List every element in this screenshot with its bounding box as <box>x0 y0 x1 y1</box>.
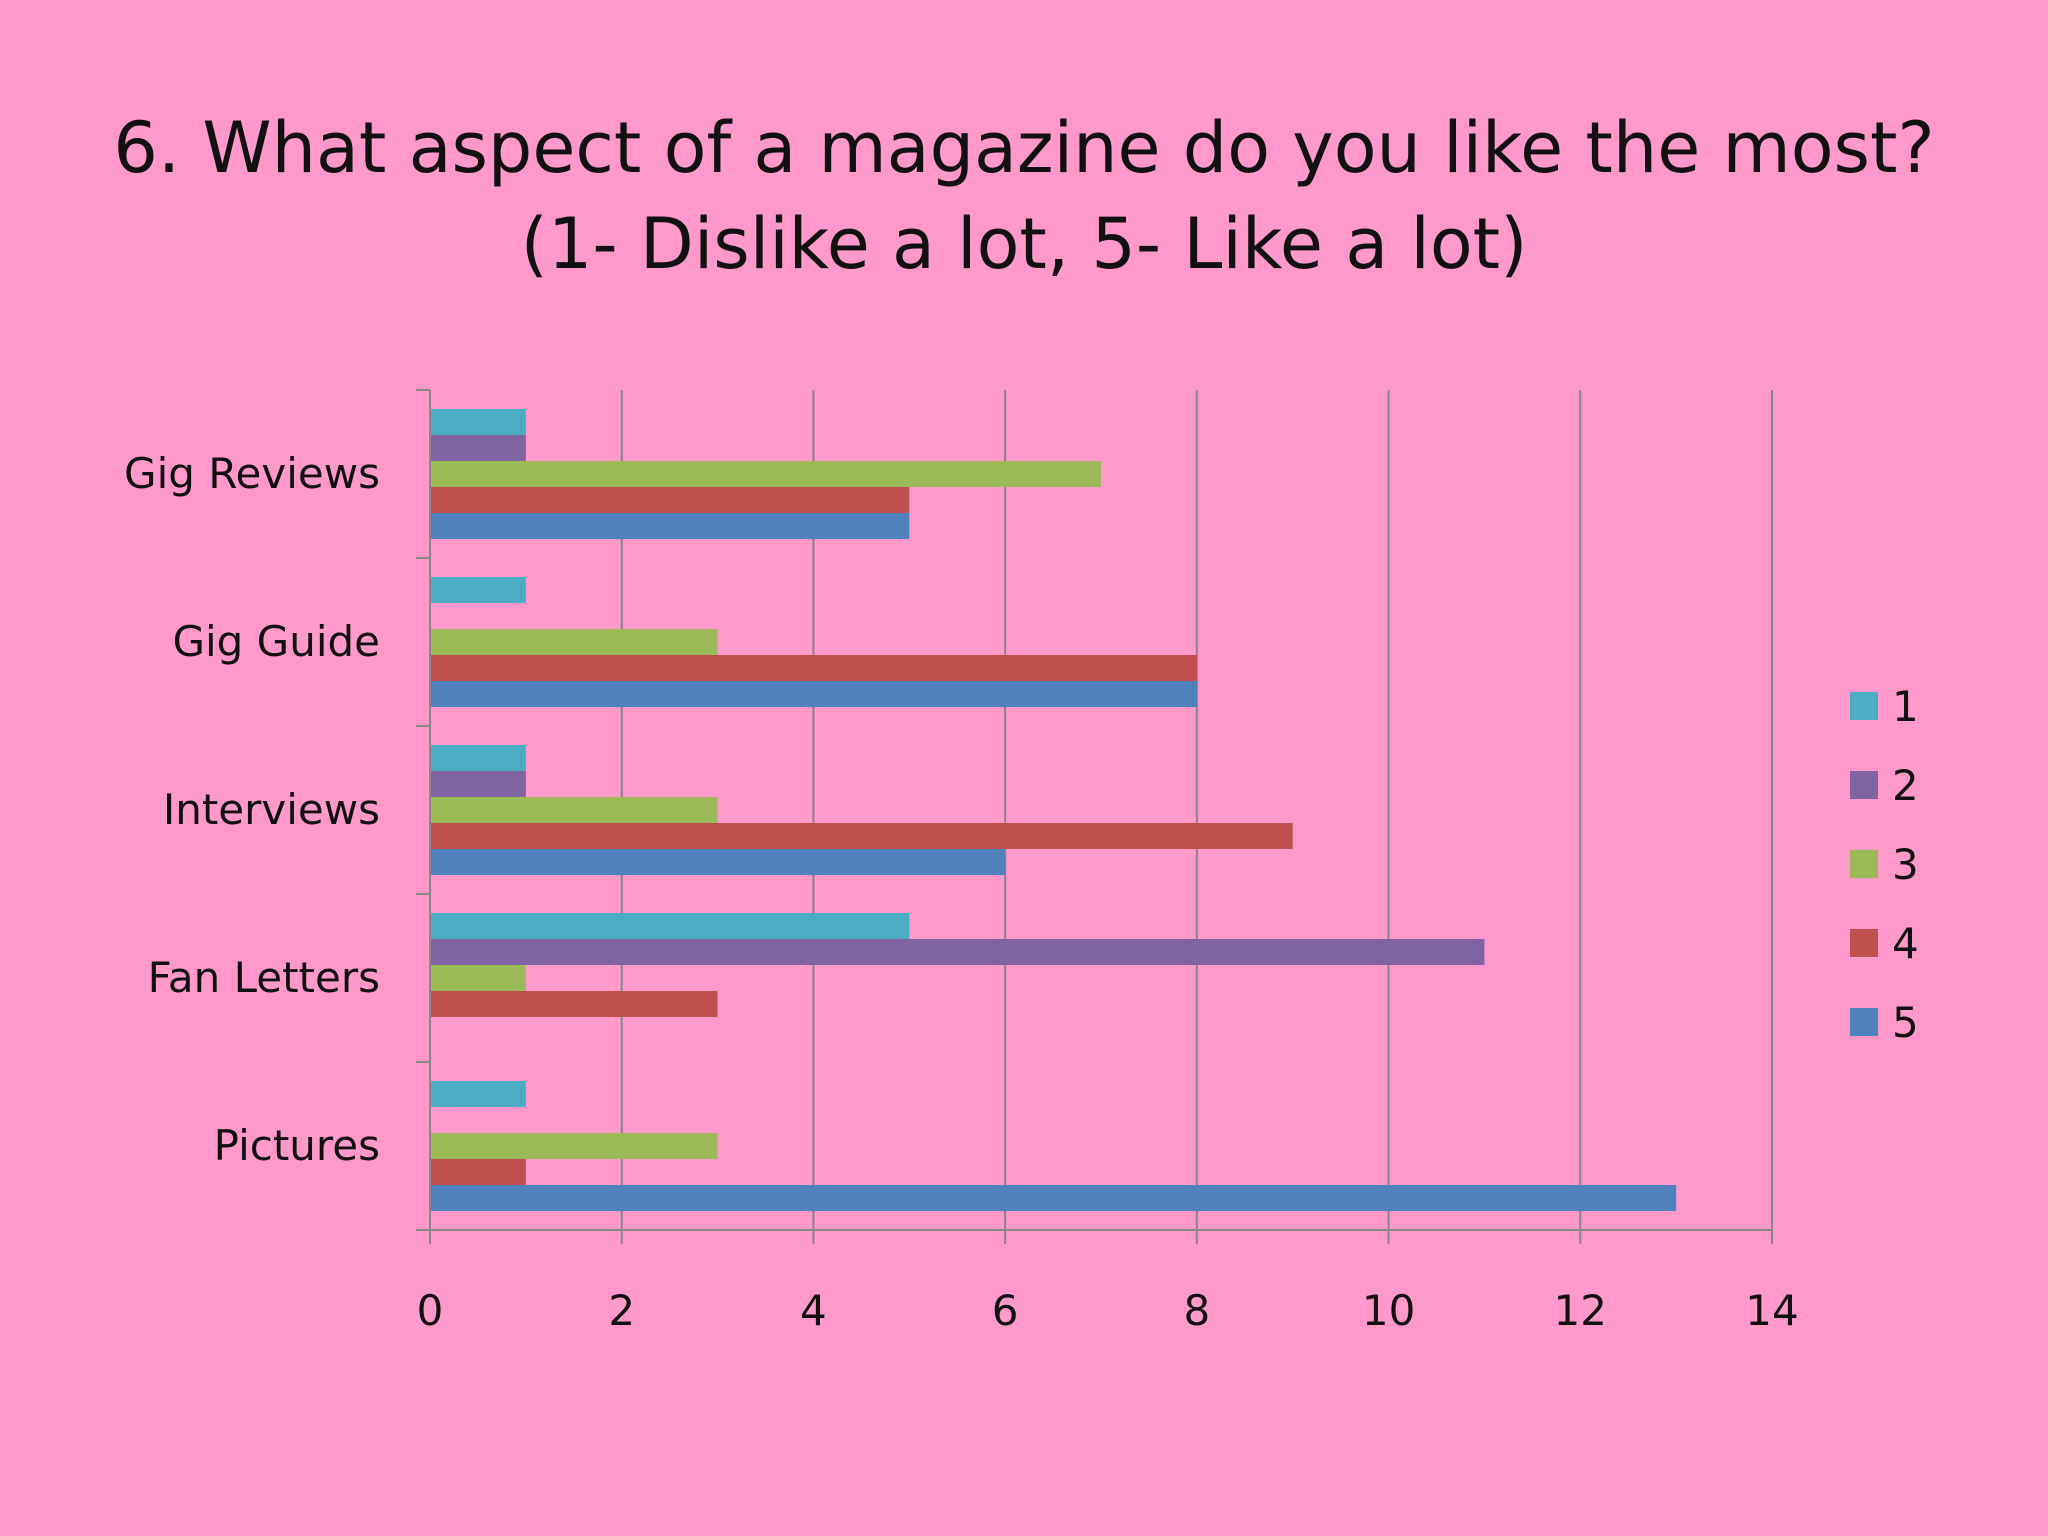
bar <box>430 681 1197 707</box>
axes <box>416 389 1773 1244</box>
x-tick-label: 8 <box>1183 1286 1210 1335</box>
legend: 1 2 3 4 5 <box>1850 682 1919 1047</box>
category-label: Gig Guide <box>172 617 380 666</box>
x-tick-label: 10 <box>1362 1286 1415 1335</box>
bar <box>430 771 526 797</box>
bar <box>430 1133 718 1159</box>
bar <box>430 991 718 1017</box>
x-tick-label: 12 <box>1554 1286 1607 1335</box>
bar <box>430 823 1293 849</box>
legend-swatch <box>1850 771 1878 799</box>
legend-swatch <box>1850 692 1878 720</box>
bar <box>430 965 526 991</box>
category-label: Gig Reviews <box>124 449 380 498</box>
legend-label: 2 <box>1892 761 1919 810</box>
bars <box>430 409 1677 1211</box>
legend-label: 1 <box>1892 682 1919 731</box>
bar <box>430 1185 1677 1211</box>
chart-title: 6. What aspect of a magazine do you like… <box>0 100 2048 292</box>
bar <box>430 577 526 603</box>
category-labels: Gig Reviews Gig Guide Interviews Fan Letter… <box>124 449 380 1170</box>
bar <box>430 1081 526 1107</box>
bar <box>430 913 910 939</box>
bar <box>430 745 526 771</box>
bar <box>430 1159 526 1185</box>
category-label: Fan Letters <box>148 953 380 1002</box>
legend-swatch <box>1850 850 1878 878</box>
bar <box>430 849 1006 875</box>
bar <box>430 461 1101 487</box>
legend-label: 5 <box>1892 998 1919 1047</box>
bar <box>430 487 910 513</box>
legend-label: 3 <box>1892 840 1919 889</box>
legend-swatch <box>1850 1008 1878 1036</box>
chart-title-line-2: (1- Dislike a lot, 5- Like a lot) <box>520 203 1528 285</box>
legend-label: 4 <box>1892 919 1919 968</box>
x-tick-label: 0 <box>417 1286 444 1335</box>
bar <box>430 435 526 461</box>
chart-title-line-1: 6. What aspect of a magazine do you like… <box>113 107 1935 189</box>
category-label: Pictures <box>214 1121 380 1170</box>
x-tick-label: 4 <box>800 1286 827 1335</box>
bar <box>430 655 1197 681</box>
bar <box>430 939 1485 965</box>
bar <box>430 513 910 539</box>
bar <box>430 409 526 435</box>
legend-swatch <box>1850 929 1878 957</box>
bar <box>430 797 718 823</box>
x-tick-labels: 0 2 4 6 8 10 12 14 <box>417 1286 1799 1335</box>
x-tick-label: 14 <box>1745 1286 1798 1335</box>
category-label: Interviews <box>163 785 380 834</box>
x-tick-label: 6 <box>992 1286 1019 1335</box>
bar <box>430 629 718 655</box>
x-tick-label: 2 <box>608 1286 635 1335</box>
